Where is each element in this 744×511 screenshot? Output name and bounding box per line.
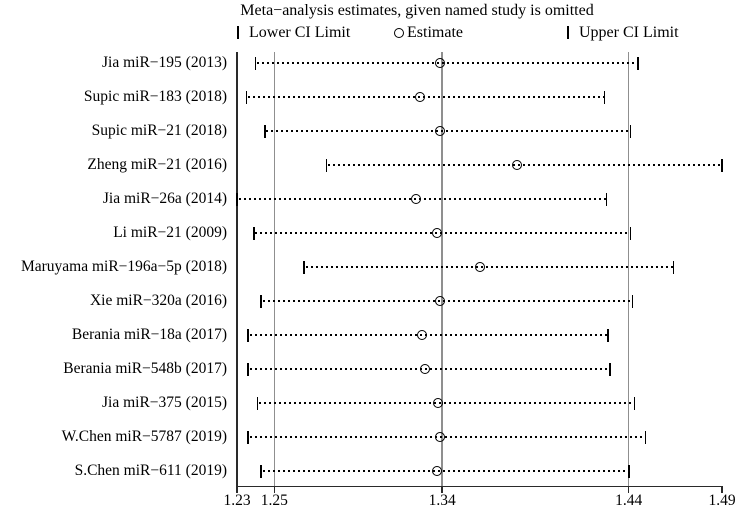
lower-ci-bar (247, 328, 249, 342)
ci-dotted-line (305, 266, 674, 268)
study-label: Berania miR−18a (2017) (71, 326, 227, 343)
x-axis-tick-label: 1.25 (260, 492, 288, 509)
x-axis-tick (441, 486, 443, 493)
upper-ci-bar (672, 260, 675, 274)
estimate-marker (411, 194, 422, 204)
ci-dotted-line (262, 470, 629, 472)
study-label: Li miR−21 (2009) (113, 224, 227, 241)
upper-ci-bar (629, 226, 632, 240)
x-axis-tick (628, 486, 630, 493)
x-axis-tick-label: 1.44 (615, 492, 643, 509)
upper-ci-bar (633, 396, 636, 410)
study-label: Jia miR−195 (2013) (102, 54, 227, 71)
reference-line (441, 52, 443, 486)
lower-ci-bar (303, 260, 305, 274)
ci-dotted-line (247, 96, 605, 98)
reference-line (627, 52, 630, 486)
estimate-marker (420, 364, 431, 374)
lower-ci-bar (260, 294, 263, 308)
study-label: Berania miR−548b (2017) (63, 360, 227, 377)
chart-title: Meta−analysis estimates, given named stu… (240, 2, 594, 19)
ci-dotted-line (255, 232, 631, 234)
lower-ci-bar (247, 430, 249, 444)
lower-ci-bar (252, 226, 255, 240)
x-axis-tick-label: 1.23 (223, 492, 251, 509)
reference-line (273, 52, 276, 486)
ci-dotted-line (249, 334, 609, 336)
study-label: W.Chen miR−5787 (2019) (61, 428, 227, 445)
lower-ci-bar (325, 158, 328, 172)
axis-min-line (236, 52, 238, 486)
estimate-marker (433, 398, 444, 408)
upper-ci-bar (609, 362, 611, 376)
study-label: Supic miR−21 (2018) (91, 122, 227, 139)
ci-dotted-line (259, 402, 635, 404)
estimate-legend-marker-icon (394, 28, 404, 38)
upper-ci-bar (644, 430, 647, 444)
upper-ci-bar (627, 464, 630, 478)
upper-ci-bar (721, 158, 723, 172)
upper-ci-bar (605, 192, 608, 206)
estimate-marker (474, 262, 485, 272)
lower-ci-bar (247, 362, 249, 376)
study-label: Jia miR−26a (2014) (102, 190, 227, 207)
upper-ci-bar (629, 124, 632, 138)
x-axis-tick-label: 1.49 (708, 492, 736, 509)
ci-dotted-line (266, 130, 631, 132)
lower-ci-bar (236, 192, 238, 206)
x-axis-tick (273, 486, 275, 493)
upper-ci-legend-label: Upper CI Limit (579, 24, 679, 41)
ci-dotted-line (238, 198, 607, 200)
study-label: Maruyama miR−196a−5p (2018) (20, 258, 227, 275)
lower-ci-bar (256, 396, 259, 410)
lower-ci-legend-label: Lower CI Limit (249, 24, 351, 41)
estimate-marker (416, 330, 427, 340)
upper-ci-bar (637, 56, 639, 70)
upper-ci-bar (607, 328, 609, 342)
lower-ci-bar (264, 124, 266, 138)
estimate-marker (435, 432, 446, 442)
study-label: Supic miR−183 (2018) (83, 88, 227, 105)
estimate-marker (414, 92, 425, 102)
estimate-marker (435, 296, 446, 306)
estimate-marker (435, 126, 446, 136)
upper-ci-legend-marker-icon (567, 26, 569, 39)
ci-dotted-line (257, 62, 639, 64)
x-axis-tick (236, 486, 238, 493)
estimate-legend-label: Estimate (407, 24, 463, 41)
estimate-marker (431, 466, 442, 476)
estimate-marker (431, 228, 442, 238)
ci-dotted-line (262, 300, 633, 302)
lower-ci-bar (260, 464, 263, 478)
lower-ci-bar (254, 56, 257, 70)
study-label: Xie miR−320a (2016) (89, 292, 227, 309)
study-label: Jia miR−375 (2015) (102, 394, 227, 411)
upper-ci-bar (603, 90, 606, 104)
estimate-marker (435, 58, 446, 68)
study-label: S.Chen miR−611 (2019) (74, 462, 227, 479)
lower-ci-bar (245, 90, 248, 104)
estimate-marker (511, 160, 522, 170)
ci-dotted-line (249, 436, 646, 438)
lower-ci-legend-marker-icon (237, 26, 239, 39)
study-label: Zheng miR−21 (2016) (87, 156, 227, 173)
ci-dotted-line (328, 164, 722, 166)
x-axis-line (237, 486, 723, 488)
upper-ci-bar (631, 294, 634, 308)
x-axis-tick-label: 1.34 (428, 492, 456, 509)
x-axis-tick (721, 486, 723, 493)
